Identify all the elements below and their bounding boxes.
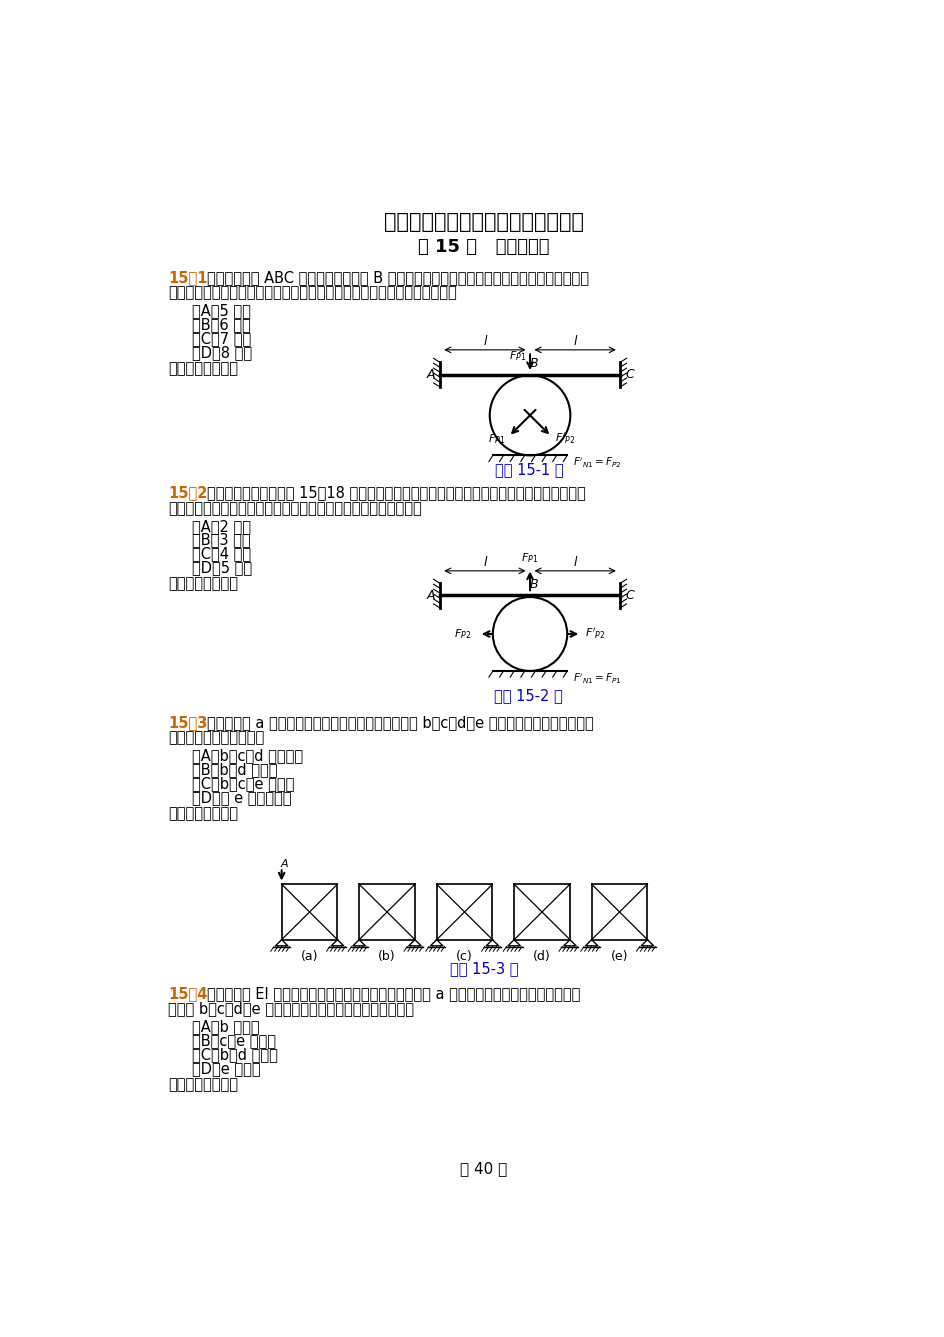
Text: （C）b、c、e 正确；: （C）b、c、e 正确； <box>192 775 294 792</box>
Text: A: A <box>426 590 434 602</box>
Text: 15－1: 15－1 <box>168 270 208 285</box>
Text: $F'_{P2}$: $F'_{P2}$ <box>554 432 575 447</box>
Text: （D）e 正确。: （D）e 正确。 <box>192 1060 261 1076</box>
Text: 工程力学（静力学与材料力学）习题: 工程力学（静力学与材料力学）习题 <box>383 213 583 233</box>
Text: $F'_{P2}$: $F'_{P2}$ <box>584 627 605 642</box>
Text: A: A <box>426 368 434 381</box>
Text: （B）b、d 正确；: （B）b、d 正确； <box>192 762 277 777</box>
Text: $F'_{N1} = F_{P2}$: $F'_{N1} = F_{P2}$ <box>572 456 620 471</box>
Text: 15－2: 15－2 <box>168 485 208 500</box>
Text: 习题 15-1 图: 习题 15-1 图 <box>494 463 563 477</box>
Text: $F_{P2}$: $F_{P2}$ <box>453 627 471 640</box>
Text: (e): (e) <box>610 951 628 963</box>
Text: A: A <box>279 860 288 869</box>
Text: 载荷作用下，多余约束力的个数有如下四种答案，试判断哪一种是正确的。: 载荷作用下，多余约束力的个数有如下四种答案，试判断哪一种是正确的。 <box>168 285 457 301</box>
Text: （A）5 个；: （A）5 个； <box>192 303 250 318</box>
Text: 关于求解图 a 所示的超静定结构，解除多余约束有图 b、c、d、e 所示四种选择，试判断下列: 关于求解图 a 所示的超静定结构，解除多余约束有图 b、c、d、e 所示四种选择… <box>207 715 594 730</box>
Text: （C）4 个；: （C）4 个； <box>192 547 250 562</box>
Text: (a): (a) <box>300 951 318 963</box>
Text: 15－3: 15－3 <box>168 715 208 730</box>
Text: 习题 15-2 图: 习题 15-2 图 <box>494 689 563 703</box>
Text: (d): (d) <box>532 951 550 963</box>
Text: （B）c、e 正确；: （B）c、e 正确； <box>192 1034 276 1048</box>
Text: （B）3 个；: （B）3 个； <box>192 532 250 548</box>
Text: 正确答案是＿＿。: 正确答案是＿＿。 <box>168 576 238 591</box>
Text: l: l <box>573 334 577 348</box>
Text: （A）2 个；: （A）2 个； <box>192 519 250 533</box>
Text: $F_{P1}$: $F_{P1}$ <box>521 552 538 566</box>
Text: l: l <box>482 334 486 348</box>
Text: 图示结构中梁 ABC 的两端固定，在点 B 刚好与圆环接触，圆环下方为光滑刚性平面。在图示: 图示结构中梁 ABC 的两端固定，在点 B 刚好与圆环接触，圆环下方为光滑刚性平… <box>207 270 589 285</box>
Text: 由弯曲刚度 EI 相等的直杆形成的闭合框架承受载荷如图 a 所示。为利用对称性与反对称性，: 由弯曲刚度 EI 相等的直杆形成的闭合框架承受载荷如图 a 所示。为利用对称性与… <box>207 987 580 1001</box>
Text: （C）7 个；: （C）7 个； <box>192 330 251 346</box>
Text: （B）6 个；: （B）6 个； <box>192 317 250 332</box>
Text: （C）b、d 正确；: （C）b、d 正确； <box>192 1047 278 1062</box>
Text: $F_{P1}$: $F_{P1}$ <box>509 349 526 362</box>
Text: 第 15 章   静不定系统: 第 15 章 静不定系统 <box>418 238 549 255</box>
Text: $F_{P1}$: $F_{P1}$ <box>487 432 504 445</box>
Text: － 40 －: － 40 － <box>460 1162 507 1177</box>
Text: B: B <box>529 357 538 370</box>
Text: 结构的未知约束力个数有如下四种答案，试判断哪一种是正确的。: 结构的未知约束力个数有如下四种答案，试判断哪一种是正确的。 <box>168 501 422 516</box>
Text: $F'_{N1} = F_{P1}$: $F'_{N1} = F_{P1}$ <box>572 671 620 686</box>
Text: 15－4: 15－4 <box>168 987 208 1001</box>
Text: （A）b、c、d 都正确；: （A）b、c、d 都正确； <box>192 749 303 763</box>
Text: （D）8 个。: （D）8 个。 <box>192 345 252 360</box>
Text: 习题 15-3 图: 习题 15-3 图 <box>449 961 517 976</box>
Text: （D）仅 e 是正确的。: （D）仅 e 是正确的。 <box>192 790 291 805</box>
Text: 采用图 b、c、d、e 中四种系统，试判断哪一种是正确的。: 采用图 b、c、d、e 中四种系统，试判断哪一种是正确的。 <box>168 1001 414 1016</box>
Text: （A）b 正确；: （A）b 正确； <box>192 1019 259 1035</box>
Text: B: B <box>529 578 538 591</box>
Text: 正确答案是＿＿。: 正确答案是＿＿。 <box>168 806 238 821</box>
Text: (b): (b) <box>378 951 396 963</box>
Text: l: l <box>482 556 486 568</box>
Text: 正确答案是＿＿。: 正确答案是＿＿。 <box>168 361 238 376</box>
Text: 正确答案是＿＿。: 正确答案是＿＿。 <box>168 1076 238 1092</box>
Text: l: l <box>573 556 577 568</box>
Text: 结论中哪一种是正确的。: 结论中哪一种是正确的。 <box>168 730 264 746</box>
Text: C: C <box>625 368 633 381</box>
Text: C: C <box>625 590 633 602</box>
Text: （D）5 个。: （D）5 个。 <box>192 560 252 575</box>
Text: 图示结构中，结构与题 15－18 相同，承受载荷情况略有不同。这时利用对称性或反对称性，: 图示结构中，结构与题 15－18 相同，承受载荷情况略有不同。这时利用对称性或反… <box>207 485 585 500</box>
Text: (c): (c) <box>456 951 472 963</box>
